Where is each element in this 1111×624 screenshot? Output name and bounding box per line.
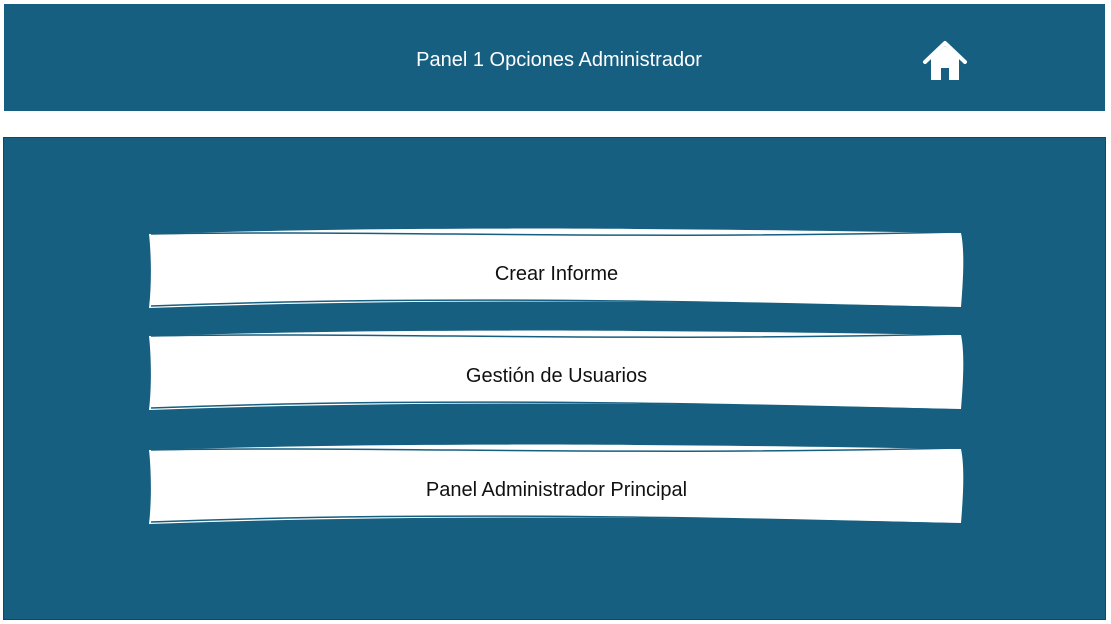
header-bar: Panel 1 Opciones Administrador (4, 4, 1105, 111)
page-title: Panel 1 Opciones Administrador (416, 49, 702, 71)
options-panel: Crear Informe Gestión de Usuarios Panel … (3, 137, 1106, 620)
crear-informe-button[interactable]: Crear Informe (147, 222, 966, 310)
button-shape (149, 228, 964, 309)
home-icon (923, 41, 967, 80)
button-shape (149, 444, 964, 525)
button-shape (149, 330, 964, 411)
option-label: Crear Informe (494, 263, 619, 285)
gestion-usuarios-button[interactable]: Gestión de Usuarios (147, 324, 966, 412)
panel-admin-principal-button[interactable]: Panel Administrador Principal (147, 438, 966, 526)
option-label: Panel Administrador Principal (425, 479, 688, 501)
home-button[interactable] (919, 37, 971, 85)
option-label: Gestión de Usuarios (465, 365, 648, 387)
